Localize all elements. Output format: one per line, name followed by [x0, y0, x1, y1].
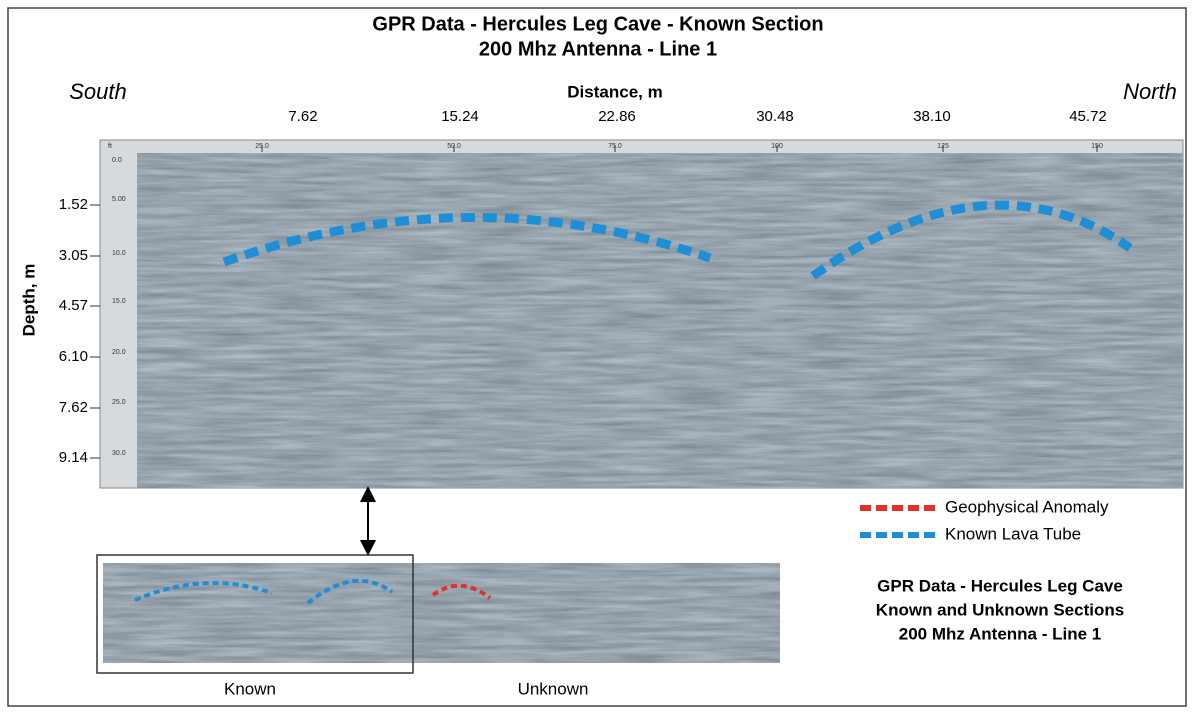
title: GPR Data - Hercules Leg Cave - Known Sec…	[372, 13, 823, 35]
top-tick-m: 15.24	[441, 108, 479, 125]
top-tick-ft: 25.0	[255, 143, 269, 150]
dynamic: 7.62 15.24 22.86 30.48 38.10 45.72 25.0 50.0 75.…	[59, 108, 1124, 699]
left-tick-ft: 25.0	[112, 399, 126, 406]
top-tick-ft: 125	[937, 143, 949, 150]
top-tick-m: 7.62	[288, 108, 317, 125]
y-axis-label: Depth, m	[19, 264, 38, 337]
legend-label: Geophysical Anomaly	[945, 497, 1109, 516]
left-tick-ft: 30.0	[112, 450, 126, 457]
left-tick-m: 6.10	[59, 348, 88, 365]
left-tick-m: 7.62	[59, 399, 88, 416]
top-tick-ft: 100	[771, 143, 783, 150]
inset-box	[96, 554, 414, 674]
left-tick-m: 9.14	[59, 449, 88, 466]
inset-known-2	[306, 578, 394, 605]
left-tick-ft: 0.0	[112, 157, 122, 164]
top-tick-m: 45.72	[1069, 108, 1107, 125]
top-tick-ft: 50.0	[447, 143, 461, 150]
left-tick-ft: 20.0	[112, 349, 126, 356]
left-tick-ft: 5.00	[112, 196, 126, 203]
top-tick-ft: 150	[1091, 143, 1103, 150]
left-tick-m: 1.52	[59, 196, 88, 213]
inset-title: Known and Unknown Sections	[876, 600, 1124, 619]
left-tick-ft: 10.0	[112, 250, 126, 257]
north-label: North	[1123, 79, 1177, 104]
inset-curves	[134, 578, 492, 605]
left-tick-ft: 15.0	[112, 298, 126, 305]
legend-label: Known Lava Tube	[945, 524, 1081, 543]
inset-known-1	[134, 581, 273, 602]
left-tick-m: 4.57	[59, 297, 88, 314]
inset-anomaly	[431, 583, 492, 600]
tube-curves	[222, 200, 1133, 280]
south-label: South	[69, 79, 127, 104]
top-tick-m: 30.48	[756, 108, 794, 125]
top-tick-m: 38.10	[913, 108, 951, 125]
inset-radargram	[103, 563, 780, 663]
inset-known: Known	[224, 679, 276, 698]
left-tick-m: 3.05	[59, 247, 88, 264]
frame	[7, 7, 1187, 707]
known-tube-2	[810, 200, 1133, 280]
x-axis-label: Distance, m	[567, 82, 662, 101]
inset-title: 200 Mhz Antenna - Line 1	[899, 624, 1101, 643]
ft-corner: ft	[108, 143, 112, 150]
top-tick-ft: 75.0	[608, 143, 622, 150]
subtitle: 200 Mhz Antenna - Line 1	[479, 38, 717, 60]
inset-title: GPR Data - Hercules Leg Cave	[877, 576, 1123, 595]
top-tick-m: 22.86	[598, 108, 636, 125]
known-tube-1	[222, 212, 712, 267]
inset-unknown: Unknown	[518, 679, 589, 698]
